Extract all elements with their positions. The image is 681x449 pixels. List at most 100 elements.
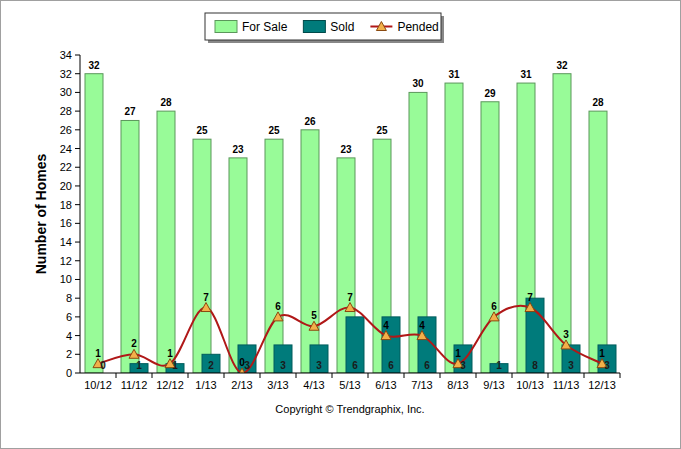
x-tick bbox=[584, 373, 585, 378]
marker bbox=[417, 331, 427, 340]
bar bbox=[121, 120, 139, 373]
marks bbox=[85, 74, 616, 373]
frame bbox=[1, 1, 681, 449]
bar bbox=[589, 111, 607, 373]
data-label: 30 bbox=[412, 78, 424, 89]
y-tick-label: 8 bbox=[66, 292, 72, 304]
bar bbox=[553, 74, 571, 373]
bar bbox=[157, 111, 175, 373]
y-tick-label: 12 bbox=[60, 255, 72, 267]
y-tick-label: 28 bbox=[60, 105, 72, 117]
data-label: 26 bbox=[304, 116, 316, 127]
y-tick bbox=[75, 316, 80, 317]
marker bbox=[525, 303, 535, 312]
marker bbox=[561, 340, 571, 349]
data-label: 6 bbox=[388, 360, 394, 371]
data-label: 1 bbox=[496, 360, 502, 371]
data-label: 7 bbox=[203, 292, 209, 303]
data-label: 31 bbox=[520, 69, 532, 80]
legend-marker bbox=[376, 22, 386, 31]
data-label: 6 bbox=[491, 301, 497, 312]
x-tick-label: 6/13 bbox=[375, 379, 396, 391]
bar bbox=[481, 102, 499, 373]
bar bbox=[265, 139, 283, 373]
y-tick bbox=[75, 279, 80, 280]
marker bbox=[309, 321, 319, 330]
data-label: 1 bbox=[599, 348, 605, 359]
data-label: 4 bbox=[383, 320, 389, 331]
data-label: 3 bbox=[563, 329, 569, 340]
y-tick bbox=[75, 298, 80, 299]
y-tick-label: 0 bbox=[66, 367, 72, 379]
x-tick bbox=[620, 373, 621, 378]
legend: For SaleSoldPended bbox=[205, 13, 444, 43]
x-axis bbox=[80, 373, 620, 374]
x-tick-label: 11/12 bbox=[121, 379, 148, 391]
legend-swatch bbox=[303, 21, 325, 33]
data-label: 3 bbox=[316, 360, 322, 371]
data-label: 4 bbox=[419, 320, 425, 331]
marker bbox=[345, 303, 355, 312]
y-tick-label: 26 bbox=[60, 124, 72, 136]
y-tick bbox=[75, 73, 80, 74]
data-label: 7 bbox=[347, 292, 353, 303]
y-tick-label: 18 bbox=[60, 199, 72, 211]
x-tick-label: 9/13 bbox=[483, 379, 504, 391]
data-label: 28 bbox=[592, 97, 604, 108]
y-tick bbox=[75, 111, 80, 112]
data-label: 0 bbox=[239, 357, 245, 368]
x-tick-label: 4/13 bbox=[303, 379, 324, 391]
bar bbox=[85, 74, 103, 373]
x-tick-label: 10/13 bbox=[516, 379, 544, 391]
data-label: 0 bbox=[100, 360, 106, 371]
y-tick-label: 34 bbox=[60, 49, 72, 61]
x-tick-label: 11/13 bbox=[553, 379, 580, 391]
data-label: 5 bbox=[311, 310, 317, 321]
y-tick bbox=[75, 185, 80, 186]
marker bbox=[129, 349, 139, 358]
y-axis-label: Number of Homes bbox=[33, 154, 49, 275]
y-tick-label: 30 bbox=[60, 86, 72, 98]
x-tick bbox=[188, 373, 189, 378]
legend-label: Pended bbox=[397, 20, 438, 34]
data-label: 25 bbox=[196, 125, 208, 136]
bar bbox=[274, 345, 292, 373]
y-tick bbox=[75, 148, 80, 149]
x-tick bbox=[224, 373, 225, 378]
bar bbox=[382, 317, 400, 373]
x-tick-label: 1/13 bbox=[195, 379, 216, 391]
x-tick bbox=[116, 373, 117, 378]
data-label: 29 bbox=[484, 88, 496, 99]
y-tick bbox=[75, 260, 80, 261]
x-tick bbox=[548, 373, 549, 378]
x-tick bbox=[404, 373, 405, 378]
x-tick bbox=[260, 373, 261, 378]
bar bbox=[445, 83, 463, 373]
y-tick bbox=[75, 373, 80, 374]
x-tick bbox=[512, 373, 513, 378]
data-label: 2 bbox=[208, 360, 214, 371]
x-tick bbox=[476, 373, 477, 378]
x-tick-label: 12/12 bbox=[156, 379, 184, 391]
data-label: 1 bbox=[136, 360, 142, 371]
data-label: 2 bbox=[131, 338, 137, 349]
x-tick bbox=[332, 373, 333, 378]
y-tick bbox=[75, 242, 80, 243]
y-tick-label: 16 bbox=[60, 217, 72, 229]
y-tick bbox=[75, 354, 80, 355]
data-label: 6 bbox=[275, 301, 281, 312]
y-tick-label: 14 bbox=[60, 236, 72, 248]
y-tick-label: 22 bbox=[60, 161, 72, 173]
bar bbox=[301, 130, 319, 373]
bar bbox=[310, 345, 328, 373]
x-tick bbox=[296, 373, 297, 378]
data-label: 31 bbox=[448, 69, 460, 80]
marker bbox=[273, 312, 283, 321]
legend-swatch bbox=[215, 21, 237, 33]
y-tick-label: 4 bbox=[66, 330, 72, 342]
bar bbox=[229, 158, 247, 373]
data-label: 32 bbox=[88, 60, 100, 71]
data-label: 3 bbox=[568, 360, 574, 371]
data-label: 1 bbox=[95, 348, 101, 359]
x-tick-label: 10/12 bbox=[84, 379, 112, 391]
